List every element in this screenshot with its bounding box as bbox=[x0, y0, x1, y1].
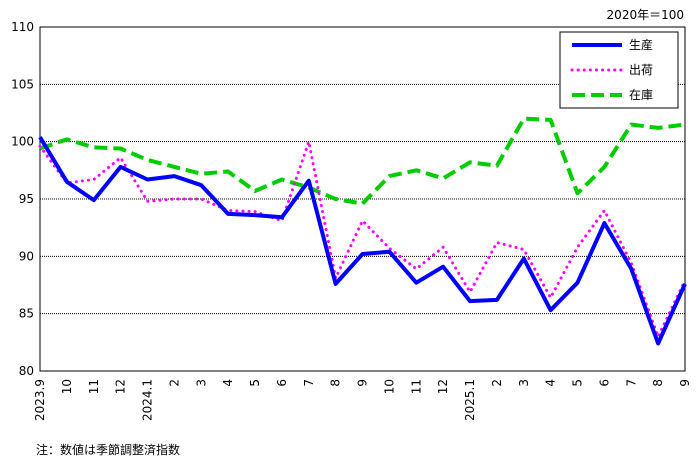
y-tick-label: 105 bbox=[11, 77, 34, 91]
series-lines bbox=[38, 116, 687, 346]
y-tick-label: 100 bbox=[11, 135, 34, 149]
x-tick-label: 8 bbox=[651, 379, 665, 387]
x-tick-label: 2 bbox=[490, 379, 504, 387]
y-tick-label: 80 bbox=[19, 364, 34, 378]
x-tick-label: 5 bbox=[248, 379, 262, 387]
series-line bbox=[38, 136, 687, 346]
x-axis: 2023.9 10 11 12 2024.1 2 3 4 5 6 7 8 9 10 11 12 2025.1 2 3… bbox=[33, 379, 692, 421]
x-tick-label: 12 bbox=[114, 379, 128, 394]
x-tick-label: 11 bbox=[87, 379, 101, 394]
x-tick-label: 7 bbox=[302, 379, 316, 387]
x-tick-label: 5 bbox=[571, 379, 585, 387]
y-tick-label: 95 bbox=[19, 192, 34, 206]
series-line bbox=[38, 140, 687, 339]
y-tick-label: 85 bbox=[19, 307, 34, 321]
x-tick-label: 4 bbox=[544, 379, 558, 387]
footnote: 注：数値は季節調整済指数 bbox=[36, 443, 181, 457]
gridlines bbox=[40, 83, 685, 315]
x-tick-label: 3 bbox=[194, 379, 208, 387]
series-line bbox=[39, 116, 686, 206]
unit-label: 2020年＝100 bbox=[606, 8, 684, 22]
x-tick-label: 4 bbox=[221, 379, 235, 387]
x-tick-label: 11 bbox=[409, 379, 423, 394]
x-tick-label: 12 bbox=[436, 379, 450, 394]
x-tick-label: 7 bbox=[624, 379, 638, 387]
x-tick-label: 9 bbox=[678, 379, 692, 387]
x-tick-label: 9 bbox=[356, 379, 370, 387]
x-tick-label: 2 bbox=[167, 379, 181, 387]
x-tick-label: 10 bbox=[60, 379, 74, 394]
x-tick-label: 2023.9 bbox=[33, 379, 47, 421]
legend-label: 在庫 bbox=[629, 88, 653, 102]
x-tick-label: 6 bbox=[275, 379, 289, 387]
y-tick-label: 110 bbox=[11, 20, 34, 34]
plot-area bbox=[39, 26, 686, 372]
x-tick-label: 8 bbox=[329, 379, 343, 387]
x-tick-label: 3 bbox=[517, 379, 531, 387]
legend-label: 出荷 bbox=[629, 63, 653, 77]
x-tick-label: 10 bbox=[382, 379, 396, 394]
y-axis: 80 85 90 95 100 105 110 bbox=[11, 20, 34, 378]
y-tick-label: 90 bbox=[19, 249, 34, 263]
x-tick-label: 2024.1 bbox=[141, 379, 155, 421]
legend-label: 生産 bbox=[629, 37, 653, 52]
x-tick-label: 2025.1 bbox=[463, 379, 477, 421]
x-tick-label: 6 bbox=[597, 379, 611, 387]
